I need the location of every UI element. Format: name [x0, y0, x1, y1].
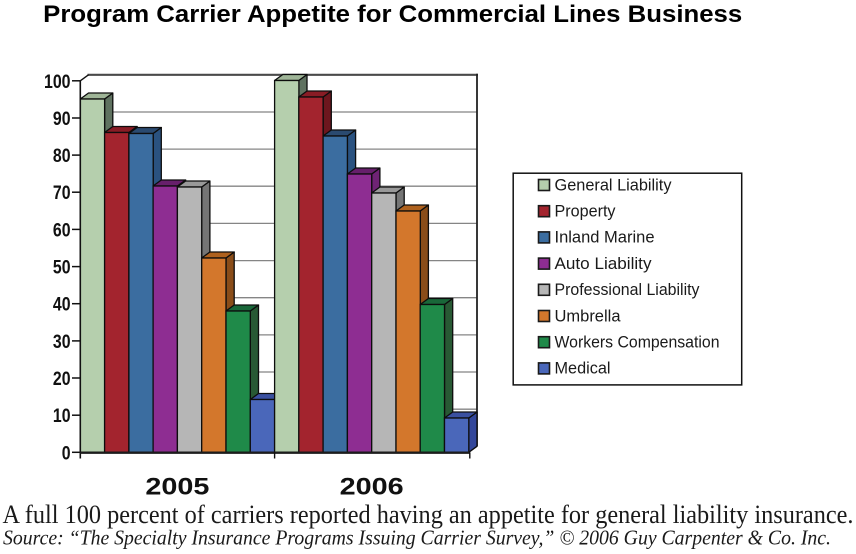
svg-text:Source: “The Specialty Insuran: Source: “The Specialty Insurance Program…: [3, 526, 831, 550]
svg-text:Inland Marine: Inland Marine: [555, 229, 655, 247]
svg-text:80: 80: [53, 146, 71, 167]
svg-text:20: 20: [53, 369, 71, 390]
svg-text:100: 100: [44, 72, 71, 93]
svg-text:Property: Property: [555, 203, 617, 221]
svg-text:Auto Liability: Auto Liability: [555, 255, 653, 273]
svg-text:40: 40: [53, 295, 71, 316]
svg-text:2006: 2006: [340, 473, 404, 500]
svg-text:30: 30: [53, 332, 71, 353]
svg-text:Program Carrier Appetite for C: Program Carrier Appetite for Commercial …: [43, 1, 742, 28]
svg-text:Umbrella: Umbrella: [555, 307, 622, 325]
svg-text:Workers Compensation: Workers Compensation: [555, 334, 720, 352]
svg-text:General Liability: General Liability: [555, 176, 673, 194]
svg-text:90: 90: [53, 109, 71, 130]
svg-text:60: 60: [53, 220, 71, 241]
svg-text:A full 100 percent of carriers: A full 100 percent of carriers reported …: [3, 500, 854, 529]
svg-text:50: 50: [53, 258, 71, 279]
svg-text:2005: 2005: [145, 473, 209, 500]
svg-text:70: 70: [53, 183, 71, 204]
svg-text:Medical: Medical: [555, 360, 611, 378]
svg-text:0: 0: [62, 443, 71, 464]
svg-text:10: 10: [53, 406, 71, 427]
svg-text:Professional Liability: Professional Liability: [555, 281, 701, 299]
